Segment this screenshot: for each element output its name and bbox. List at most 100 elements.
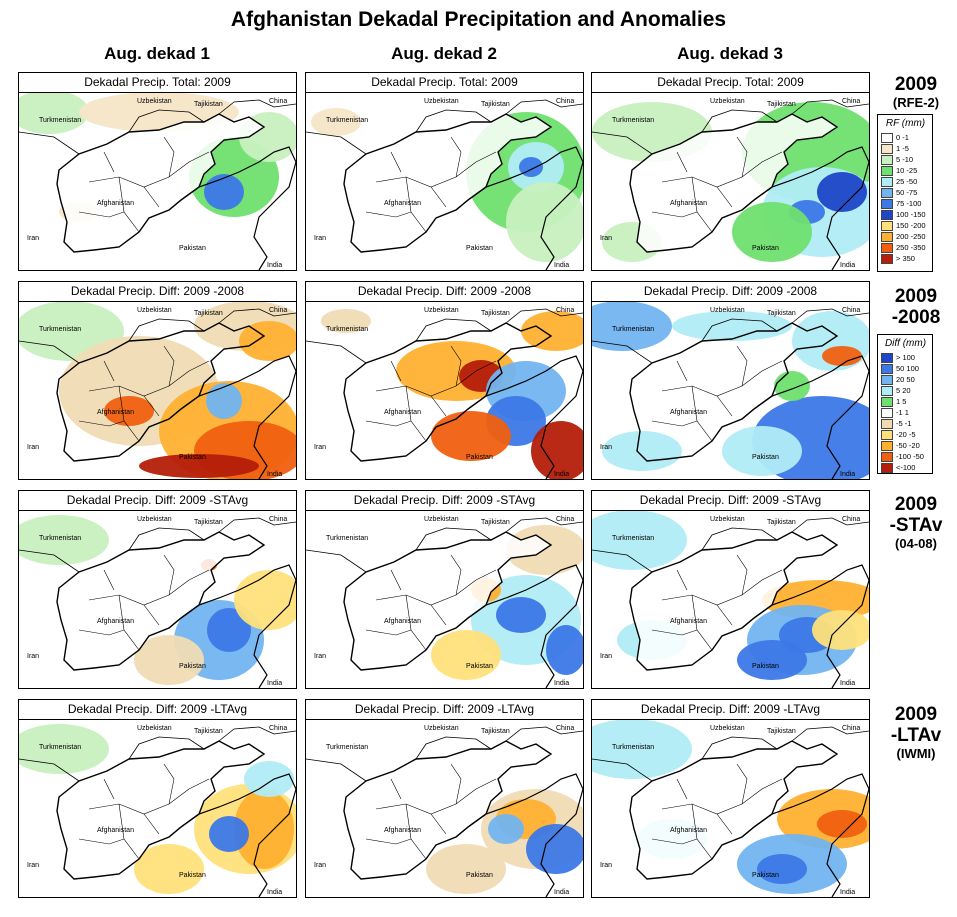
map-panel: Dekadal Precip. Diff: 2009 -LTAvg Uzbekis… (591, 699, 870, 898)
panel-title: Dekadal Precip. Diff: 2009 -STAvg (592, 491, 869, 511)
country-label: Tajikistan (194, 310, 223, 317)
panel-title: Dekadal Precip. Total: 2009 (592, 73, 869, 93)
map-panel: Dekadal Precip. Diff: 2009 -LTAvg Uzbekis… (305, 699, 584, 898)
country-label: Afghanistan (97, 618, 134, 625)
legend-entry: 10 -25 (881, 165, 930, 176)
legend-entry: -1 1 (881, 407, 930, 418)
afghanistan-boundary (343, 113, 553, 253)
country-label: Afghanistan (384, 200, 421, 207)
precip-area (817, 172, 867, 212)
legend-label: 5 -10 (896, 155, 914, 164)
precip-area (207, 608, 251, 652)
precip-area (19, 515, 109, 565)
northern-borders (592, 517, 869, 573)
legend-label: 50 100 (896, 364, 919, 373)
legend-entry: -5 -1 (881, 418, 930, 429)
country-label: Turkmenistan (326, 326, 368, 333)
country-label: Tajikistan (481, 310, 510, 317)
panel-title: Dekadal Precip. Diff: 2009 -2008 (306, 282, 583, 302)
country-label: Pakistan (466, 872, 493, 879)
precip-area (496, 597, 546, 633)
pakistan-boundary (168, 355, 296, 479)
country-label: Afghanistan (384, 827, 421, 834)
country-label: Pakistan (752, 872, 779, 879)
country-label: Tajikistan (481, 519, 510, 526)
country-label: Turkmenistan (612, 326, 654, 333)
precip-area (321, 309, 371, 333)
province-boundaries (365, 136, 497, 233)
map-image: Uzbekistan Tajikistan China Turkmenistan Afg… (306, 307, 583, 479)
country-label: Turkmenistan (326, 117, 368, 124)
legend-label: > 100 (896, 353, 915, 362)
map-panel: Dekadal Precip. Total: 2009 Uzbekistan Taj… (305, 72, 584, 271)
panel-title: Dekadal Precip. Diff: 2009 -LTAvg (592, 700, 869, 720)
country-label: Uzbekistan (710, 516, 745, 523)
panel-title: Dekadal Precip. Total: 2009 (306, 73, 583, 93)
row-label-diff-ltavg: 2009 -LTAv (IWMI) (876, 704, 956, 762)
pakistan-boundary (455, 564, 583, 688)
northern-borders (19, 99, 296, 155)
panel-title: Dekadal Precip. Diff: 2009 -2008 (592, 282, 869, 302)
legend-label: 10 -25 (896, 166, 918, 175)
legend-label: -1 1 (896, 408, 909, 417)
legend-swatch (881, 176, 893, 187)
precip-area (822, 346, 862, 366)
afghanistan-boundary (56, 322, 266, 462)
precip-area (134, 635, 204, 685)
legend-label: -20 -5 (896, 430, 916, 439)
country-label: Afghanistan (670, 827, 707, 834)
country-label: Uzbekistan (137, 98, 172, 105)
pakistan-boundary (741, 564, 869, 688)
legend-label: 1 5 (896, 397, 907, 406)
country-label: Pakistan (466, 454, 493, 461)
legend-swatch (881, 220, 893, 231)
legend-entry: 250 -350 (881, 242, 930, 253)
country-label: Pakistan (466, 245, 493, 252)
country-label: Pakistan (179, 872, 206, 879)
country-label: China (842, 98, 860, 105)
map-image: Uzbekistan Tajikistan China Turkmenistan Afg… (19, 301, 296, 479)
row-label-main: 2009 -LTAv (890, 704, 942, 746)
country-label: Pakistan (752, 245, 779, 252)
map-panel: Dekadal Precip. Diff: 2009 -2008 Uzbekist… (591, 281, 870, 480)
precip-area (722, 426, 802, 476)
legend-swatch (881, 462, 893, 473)
map-image: Uzbekistan Tajikistan China Turkmenistan Afg… (592, 510, 869, 688)
country-label: India (840, 889, 855, 896)
legend-label: <-100 (896, 463, 916, 472)
legend-entry: 75 -100 (881, 198, 930, 209)
country-label: Tajikistan (194, 519, 223, 526)
legend-label: 100 -150 (896, 210, 926, 219)
legend-title: Diff (mm) (884, 338, 927, 349)
country-label: India (554, 262, 569, 269)
legend-entry: 1 5 (881, 396, 930, 407)
map-panel: Dekadal Precip. Diff: 2009 -STAvg Uzbekis… (305, 490, 584, 689)
country-label: Turkmenistan (39, 117, 81, 124)
afghanistan-boundary (56, 740, 266, 880)
map-image: Uzbekistan Tajikistan China Turkmenistan Afg… (19, 92, 296, 270)
row-label-total: 2009 (RFE-2) (876, 74, 956, 111)
country-label: Tajikistan (767, 310, 796, 317)
northern-borders (19, 726, 296, 782)
country-label: Iran (27, 235, 39, 242)
row-label-sub: (RFE-2) (892, 95, 940, 110)
precip-area (757, 854, 807, 884)
legend-label: 5 20 (896, 386, 911, 395)
legend-label: 150 -200 (896, 221, 926, 230)
legend-label: 250 -350 (896, 243, 926, 252)
country-label: Iran (600, 862, 612, 869)
legend-label: -5 -1 (896, 419, 912, 428)
legend-label: 20 50 (896, 375, 915, 384)
precip-area (672, 311, 792, 341)
legend-label: -100 -50 (896, 452, 924, 461)
legend-entry: -100 -50 (881, 451, 930, 462)
precip-field (592, 510, 869, 680)
legend-swatch (881, 143, 893, 154)
province-boundaries (651, 554, 783, 651)
legend-label: 1 -5 (896, 144, 909, 153)
country-label: Turkmenistan (39, 326, 81, 333)
legend-swatch (881, 187, 893, 198)
country-label: India (554, 471, 569, 478)
country-label: Tajikistan (194, 101, 223, 108)
row-label-diff-stavg: 2009 -STAv (04-08) (876, 494, 956, 552)
